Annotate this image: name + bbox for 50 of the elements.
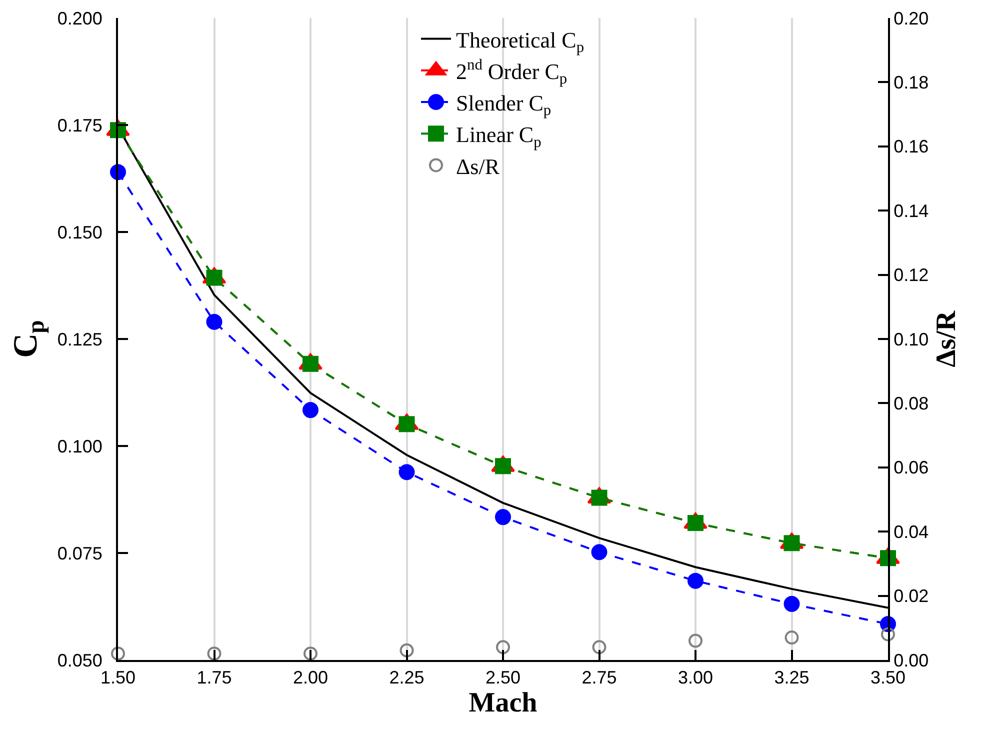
point <box>398 464 415 480</box>
x-tick-label: 2.75 <box>582 668 617 688</box>
point <box>688 572 704 589</box>
point <box>400 643 414 658</box>
point <box>688 634 702 648</box>
y-tick-label: 0.200 <box>57 8 102 28</box>
x-tick-label: 3.25 <box>774 668 810 688</box>
y2-tick-label: 0.10 <box>894 329 929 350</box>
x-tick-label: 3.50 <box>870 668 906 688</box>
y2-tick-label: 0.18 <box>894 72 929 92</box>
x-axis-title: Mach <box>468 688 538 719</box>
x-tick-label: 2.50 <box>485 668 521 688</box>
point <box>784 596 800 612</box>
y2-tick-label: 0.08 <box>894 394 929 414</box>
x-tick-label: 2.00 <box>292 668 328 688</box>
legend-label: 2$^{nd}$ Order C$_{p}$ <box>456 56 568 88</box>
legend-label: Δs/R <box>456 154 500 179</box>
y2-tick-label: 0.04 <box>894 522 929 542</box>
y2-tick-label: 0.12 <box>894 265 929 286</box>
point <box>111 646 125 661</box>
x-tick-label: 3.00 <box>678 668 714 688</box>
y2-tick-label: 0.14 <box>894 200 929 221</box>
y2-tick-label: 0.06 <box>894 458 929 478</box>
point <box>496 640 510 654</box>
y-tick-label: 0.150 <box>57 222 102 242</box>
y2-tick-label: 0.16 <box>894 136 929 157</box>
y2-tick-label: 0.00 <box>894 650 929 670</box>
y2-axis-title: Δs/R <box>931 310 962 368</box>
point <box>495 509 511 526</box>
legend-label: Linear C$_{p}$ <box>456 122 542 151</box>
legend-label: Theoretical C$_{p}$ <box>456 27 584 56</box>
y2-tick-label: 0.20 <box>894 8 929 28</box>
y2-tick-label: 0.02 <box>894 586 929 606</box>
legend-label: Slender C$_{p}$ <box>456 90 552 120</box>
x-tick-label: 1.50 <box>100 668 136 688</box>
point <box>302 402 318 418</box>
y-tick-label: 0.050 <box>57 650 102 670</box>
y-tick-label: 0.125 <box>57 329 102 350</box>
point <box>591 544 608 560</box>
x-tick-label: 1.75 <box>196 668 232 688</box>
x-tick-label: 2.25 <box>389 668 424 688</box>
point <box>592 640 606 654</box>
y-tick-label: 0.100 <box>57 436 102 456</box>
point <box>304 646 318 661</box>
point <box>881 627 895 642</box>
y-tick-label: 0.175 <box>57 115 102 136</box>
point <box>206 314 222 330</box>
y-tick-label: 0.075 <box>57 543 102 564</box>
point <box>784 630 799 645</box>
point <box>207 646 222 661</box>
